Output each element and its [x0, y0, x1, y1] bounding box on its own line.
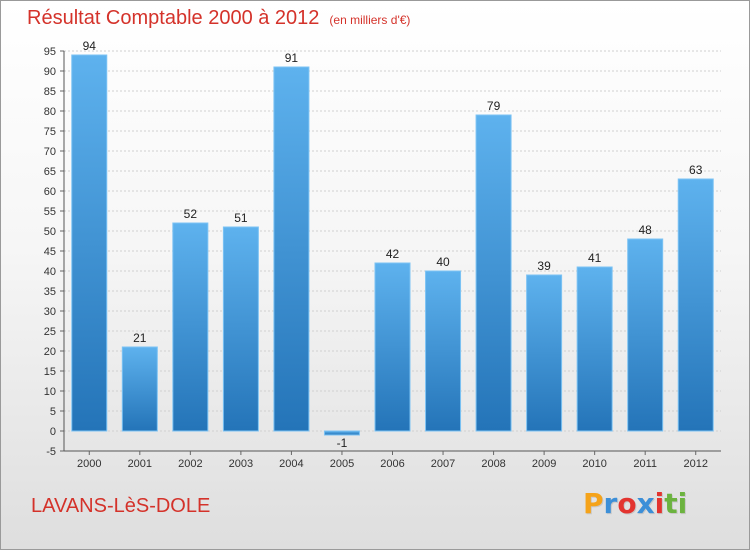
bar-value-label: 40	[436, 255, 450, 269]
y-tick-label: 0	[50, 426, 56, 438]
x-tick-label: 2010	[582, 458, 606, 470]
place-name: LAVANS-LèS-DOLE	[31, 495, 211, 517]
y-tick-label: 55	[44, 206, 56, 218]
bar-value-label: -1	[337, 436, 348, 450]
y-tick-label: 75	[44, 126, 56, 138]
x-tick-label: 2006	[380, 458, 404, 470]
bar-value-label: 52	[184, 207, 198, 221]
x-tick-label: 2001	[128, 458, 152, 470]
y-tick-label: 10	[44, 386, 56, 398]
chart-subtitle: (en milliers d'€)	[329, 13, 411, 27]
y-tick-label: 80	[44, 106, 56, 118]
logo-letter: P	[583, 487, 604, 520]
proxiti-logo: Proxiti	[583, 487, 687, 520]
bar-2012	[677, 178, 714, 432]
bar-value-label: 41	[588, 251, 602, 265]
bar-value-label: 39	[537, 259, 551, 273]
bar-2009	[526, 274, 563, 432]
y-tick-label: 35	[44, 286, 56, 298]
x-tick-label: 2009	[532, 458, 556, 470]
y-tick-label: 90	[44, 66, 56, 78]
chart-title-text: Résultat Comptable 2000 à 2012	[27, 7, 320, 29]
bar-value-label: 63	[689, 163, 703, 177]
y-tick-label: -5	[46, 446, 56, 458]
bar-value-label: 51	[234, 211, 248, 225]
y-tick-label: 15	[44, 366, 56, 378]
x-tick-label: 2012	[683, 458, 707, 470]
bar-2003	[222, 226, 259, 432]
bar-2008	[475, 114, 512, 432]
y-tick-label: 65	[44, 166, 56, 178]
bar-value-label: 21	[133, 331, 147, 345]
bar-2000	[71, 54, 108, 432]
y-tick-label: 45	[44, 246, 56, 258]
bar-value-label: 94	[83, 39, 97, 53]
y-tick-label: 25	[44, 326, 56, 338]
logo-letter: o	[617, 487, 637, 520]
bar-2006	[374, 262, 411, 432]
x-tick-label: 2004	[279, 458, 303, 470]
bar-2005	[323, 430, 360, 436]
x-tick-label: 2002	[178, 458, 202, 470]
x-tick-label: 2007	[431, 458, 455, 470]
bar-value-label: 79	[487, 99, 501, 113]
bar-2007	[425, 270, 462, 432]
logo-letter: x	[636, 487, 655, 520]
logo-letter: r	[603, 487, 618, 520]
logo-letter: i	[677, 487, 688, 520]
bar-2010	[576, 266, 613, 432]
y-tick-label: 70	[44, 146, 56, 158]
x-tick-label: 2008	[481, 458, 505, 470]
logo-letter: t	[664, 487, 678, 520]
chart-title: Résultat Comptable 2000 à 2012 (en millie…	[27, 7, 410, 30]
bar-value-label: 42	[386, 247, 400, 261]
bar-2002	[172, 222, 209, 432]
y-tick-label: 85	[44, 86, 56, 98]
x-tick-label: 2003	[229, 458, 253, 470]
x-tick-label: 2005	[330, 458, 354, 470]
y-tick-label: 40	[44, 266, 56, 278]
bar-2004	[273, 66, 310, 432]
bar-2011	[627, 238, 664, 432]
bar-2001	[121, 346, 158, 432]
y-tick-label: 30	[44, 306, 56, 318]
y-tick-label: 20	[44, 346, 56, 358]
bar-value-label: 48	[639, 223, 653, 237]
y-tick-label: 60	[44, 186, 56, 198]
y-tick-label: 5	[50, 406, 56, 418]
y-tick-label: 50	[44, 226, 56, 238]
y-tick-label: 95	[44, 46, 56, 58]
x-tick-label: 2000	[77, 458, 101, 470]
logo-letter: i	[654, 487, 665, 520]
bar-value-label: 91	[285, 51, 299, 65]
x-tick-label: 2011	[633, 458, 657, 470]
